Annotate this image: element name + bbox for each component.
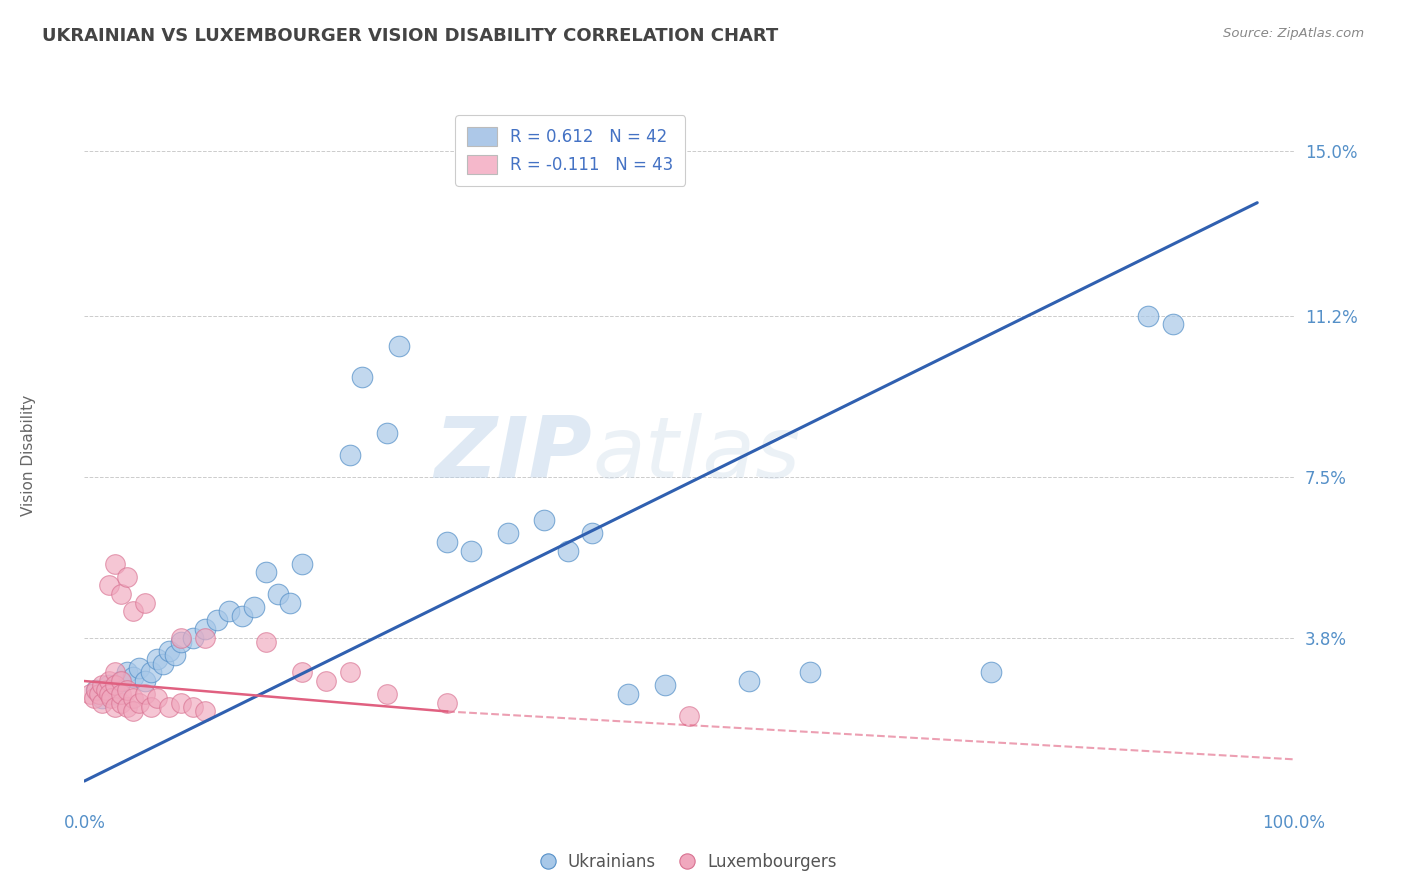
Point: [254, 635, 277, 649]
Point: [110, 687, 132, 701]
Point: [110, 674, 132, 689]
Point: [339, 665, 361, 680]
Point: [738, 674, 761, 689]
Point: [267, 587, 290, 601]
Point: [163, 648, 186, 662]
Point: [104, 678, 127, 692]
Point: [94, 682, 117, 697]
Point: [157, 700, 180, 714]
Point: [194, 631, 217, 645]
Point: [104, 700, 127, 714]
Point: [617, 687, 640, 701]
Point: [97, 687, 120, 701]
Point: [291, 665, 314, 680]
Point: [83, 691, 105, 706]
Point: [194, 622, 217, 636]
Text: Source: ZipAtlas.com: Source: ZipAtlas.com: [1223, 27, 1364, 40]
Point: [207, 613, 229, 627]
Point: [218, 605, 240, 619]
Point: [352, 369, 374, 384]
Point: [121, 605, 143, 619]
Point: [181, 700, 204, 714]
Point: [152, 657, 174, 671]
Point: [104, 665, 127, 680]
Point: [128, 661, 150, 675]
Point: [97, 674, 120, 689]
Point: [91, 691, 114, 706]
Point: [139, 665, 162, 680]
Point: [460, 543, 482, 558]
Point: [134, 687, 156, 701]
Point: [87, 687, 110, 701]
Point: [254, 566, 277, 580]
Point: [557, 543, 579, 558]
Point: [121, 670, 143, 684]
Point: [242, 600, 264, 615]
Legend: Ukrainians, Luxembourgers: Ukrainians, Luxembourgers: [534, 847, 844, 878]
Point: [170, 631, 193, 645]
Point: [110, 587, 132, 601]
Point: [128, 696, 150, 710]
Point: [315, 674, 337, 689]
Point: [110, 674, 132, 689]
Point: [115, 665, 138, 680]
Point: [97, 578, 120, 592]
Point: [278, 596, 301, 610]
Point: [79, 687, 101, 701]
Point: [115, 682, 138, 697]
Point: [97, 678, 120, 692]
Point: [1161, 318, 1184, 332]
Point: [581, 526, 603, 541]
Point: [375, 687, 398, 701]
Point: [86, 682, 108, 697]
Point: [115, 570, 138, 584]
Point: [496, 526, 519, 541]
Point: [436, 696, 458, 710]
Point: [181, 631, 204, 645]
Point: [134, 674, 156, 689]
Point: [104, 557, 127, 571]
Text: UKRAINIAN VS LUXEMBOURGER VISION DISABILITY CORRELATION CHART: UKRAINIAN VS LUXEMBOURGER VISION DISABIL…: [42, 27, 779, 45]
Point: [436, 535, 458, 549]
Point: [533, 513, 555, 527]
Point: [86, 682, 108, 697]
Point: [146, 652, 169, 666]
Point: [91, 696, 114, 710]
Point: [339, 448, 361, 462]
Point: [139, 700, 162, 714]
Point: [121, 705, 143, 719]
Point: [134, 596, 156, 610]
Point: [654, 678, 676, 692]
Point: [146, 691, 169, 706]
Point: [231, 608, 253, 623]
Point: [799, 665, 821, 680]
Text: ZIP: ZIP: [434, 413, 592, 497]
Point: [157, 643, 180, 657]
Point: [110, 696, 132, 710]
Point: [678, 708, 700, 723]
Text: atlas: atlas: [592, 413, 800, 497]
Point: [100, 691, 122, 706]
Point: [170, 635, 193, 649]
Point: [170, 696, 193, 710]
Point: [91, 678, 114, 692]
Point: [115, 700, 138, 714]
Point: [291, 557, 314, 571]
Y-axis label: Vision Disability: Vision Disability: [21, 394, 35, 516]
Point: [121, 691, 143, 706]
Point: [388, 339, 411, 353]
Point: [1137, 309, 1160, 323]
Point: [194, 705, 217, 719]
Point: [980, 665, 1002, 680]
Point: [104, 687, 127, 701]
Point: [375, 426, 398, 441]
